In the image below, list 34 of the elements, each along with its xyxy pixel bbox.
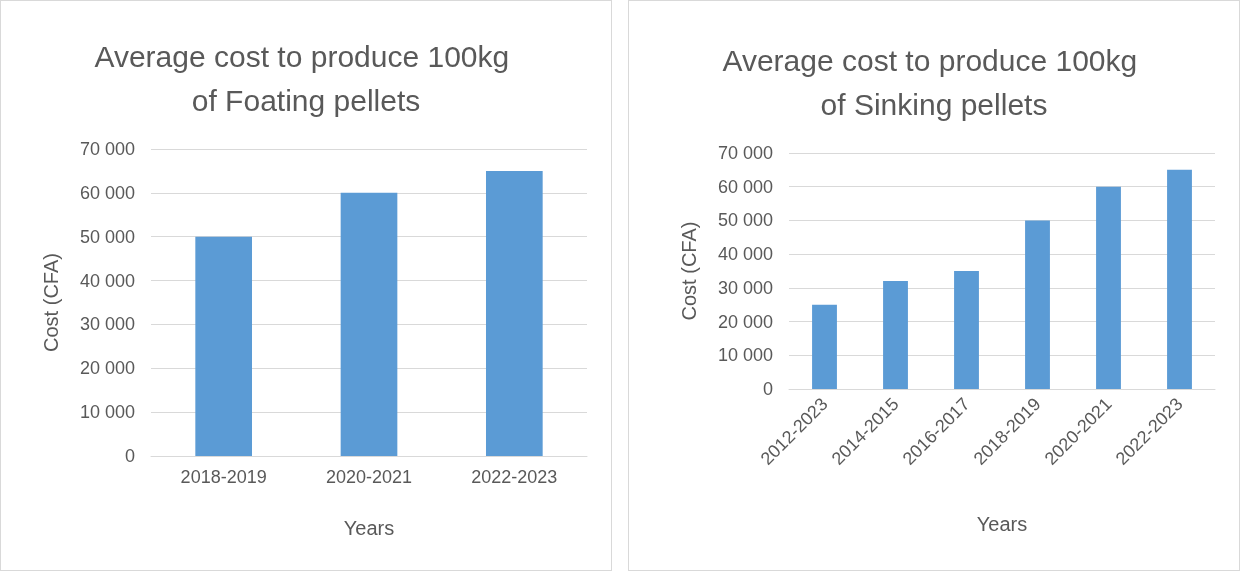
bar [195, 236, 253, 456]
x-tick-label: 2020-2021 [325, 467, 413, 487]
y-tick-label: 30 000 [717, 277, 773, 298]
y-tick-label: 50 000 [717, 210, 773, 231]
y-tick-label: 60 000 [79, 182, 135, 203]
x-axis-title: Years [976, 513, 1028, 535]
y-tick-label: 20 000 [79, 358, 135, 379]
y-axis-title: Cost (CFA) [678, 221, 700, 321]
x-axis-title: Years [343, 517, 395, 539]
bar [883, 281, 908, 389]
y-tick-label: 40 000 [717, 244, 773, 265]
bar [954, 271, 979, 389]
y-tick-label: 70 000 [79, 139, 135, 159]
chart-title: Average cost to produce 100kg of Sinking pellets [722, 43, 1146, 121]
y-tick-label: 10 000 [79, 402, 135, 423]
y-tick-label: 50 000 [79, 226, 135, 247]
bar [1096, 186, 1121, 389]
y-tick-label: 40 000 [79, 270, 135, 291]
y-tick-label: 60 000 [717, 176, 773, 197]
chart-title: Average cost to produce 100kg of Foating pellets [94, 39, 518, 117]
y-tick-label: 70 000 [717, 143, 773, 163]
y-tick-label: 0 [762, 379, 773, 399]
bar [1167, 169, 1192, 389]
y-tick-label: 10 000 [717, 345, 773, 366]
y-tick-label: 20 000 [717, 311, 773, 332]
bar [485, 170, 543, 456]
bar [812, 304, 837, 389]
y-tick-label: 30 000 [79, 314, 135, 335]
x-tick-label: 2018-2019 [180, 467, 267, 487]
y-axis-title: Cost (CFA) [40, 253, 62, 352]
y-tick-label: 0 [124, 446, 135, 466]
x-tick-label: 2022-2023 [471, 467, 558, 487]
bar [1025, 220, 1050, 389]
bar [340, 192, 398, 456]
